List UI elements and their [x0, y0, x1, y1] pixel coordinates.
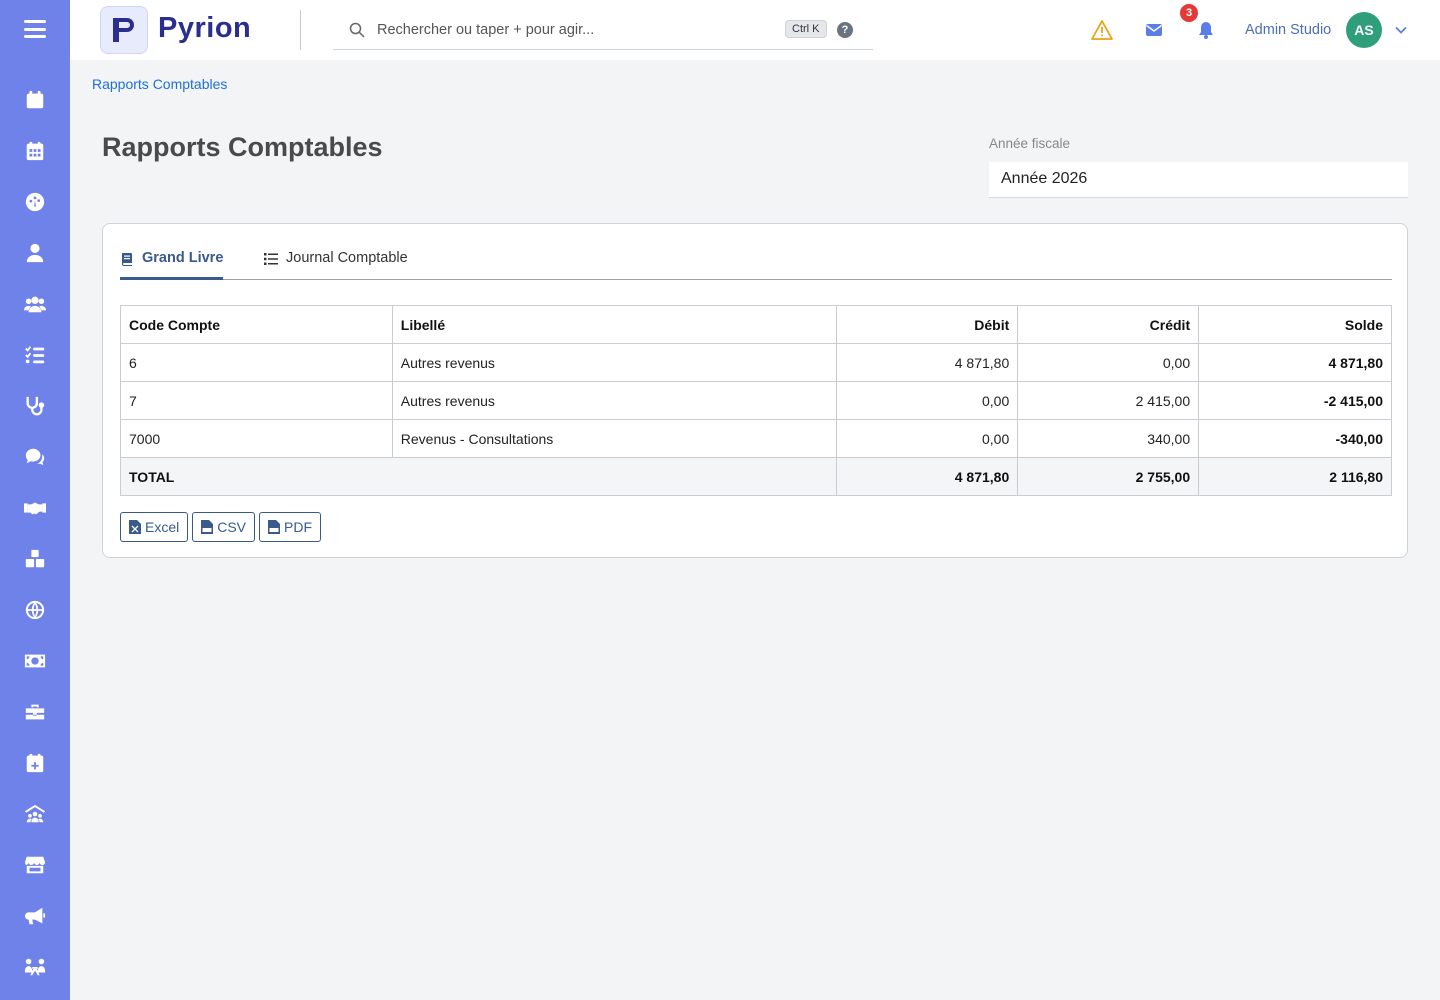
warning-icon[interactable]	[1091, 19, 1113, 41]
megaphone-icon[interactable]	[17, 898, 53, 934]
dashboard-gauge-icon[interactable]	[17, 184, 53, 220]
task-list-icon[interactable]	[17, 337, 53, 373]
table-header-row: Code Compte Libellé Débit Crédit Solde	[120, 305, 1392, 344]
cell-code: 7000	[120, 419, 393, 458]
file-excel-icon	[129, 520, 141, 534]
list-icon	[264, 253, 278, 265]
logo[interactable]	[100, 6, 148, 54]
export-excel-button[interactable]: Excel	[120, 512, 189, 542]
search-input[interactable]	[377, 18, 777, 42]
cell-label: Autres revenus	[391, 381, 838, 420]
handshake-icon[interactable]	[17, 490, 53, 526]
cell-code: 7	[120, 381, 393, 420]
cell-balance: -340,00	[1198, 419, 1392, 458]
report-tabs: Grand Livre Journal Comptable	[120, 240, 1392, 280]
table-row: 7 Autres revenus 0,00 2 415,00 -2 415,00	[120, 381, 1392, 420]
total-row: TOTAL 4 871,80 2 755,00 2 116,80	[119, 457, 1392, 496]
cell-credit: 0,00	[1017, 343, 1200, 382]
cell-balance: 4 871,80	[1198, 343, 1392, 382]
cell-debit: 0,00	[836, 419, 1019, 458]
search-bar: Ctrl K ?	[333, 10, 873, 50]
calendar-grid-icon[interactable]	[17, 133, 53, 169]
ledger-table: Code Compte Libellé Débit Crédit Solde 6…	[119, 305, 1392, 496]
total-balance: 2 116,80	[1198, 457, 1392, 496]
chevron-down-icon[interactable]	[1393, 22, 1409, 38]
breadcrumb[interactable]: Rapports Comptables	[92, 76, 228, 92]
fiscal-year-label: Année fiscale	[989, 136, 1071, 151]
logo-p-icon	[113, 18, 134, 42]
user-icon[interactable]	[17, 235, 53, 271]
bell-icon[interactable]	[1195, 19, 1217, 41]
briefcase-icon[interactable]	[17, 694, 53, 730]
avatar[interactable]: AS	[1346, 12, 1382, 48]
sidebar	[0, 0, 70, 1000]
total-label: TOTAL	[119, 457, 838, 496]
column-header-code[interactable]: Code Compte	[120, 305, 393, 344]
column-header-balance[interactable]: Solde	[1198, 305, 1392, 344]
cell-label: Autres revenus	[391, 343, 838, 382]
page-title: Rapports Comptables	[102, 132, 383, 162]
file-pdf-icon	[268, 520, 281, 534]
export-pdf-label: PDF	[284, 519, 313, 535]
chat-icon[interactable]	[17, 439, 53, 475]
cell-credit: 340,00	[1017, 419, 1200, 458]
alerts-count-badge: 3	[1180, 4, 1198, 22]
table-row: 6 Autres revenus 4 871,80 0,00 4 871,80	[120, 343, 1392, 382]
table-row: 7000 Revenus - Consultations 0,00 340,00…	[120, 419, 1392, 458]
users-icon[interactable]	[17, 286, 53, 322]
group-roof-icon[interactable]	[17, 796, 53, 832]
cell-balance: -2 415,00	[1198, 381, 1392, 420]
cell-label: Revenus - Consultations	[391, 419, 838, 458]
mail-icon[interactable]	[1143, 19, 1165, 41]
file-csv-icon	[201, 520, 214, 534]
help-icon[interactable]: ?	[837, 22, 853, 38]
store-icon[interactable]	[17, 847, 53, 883]
total-debit: 4 871,80	[836, 457, 1019, 496]
column-header-label[interactable]: Libellé	[391, 305, 838, 344]
tab-label: Grand Livre	[142, 250, 224, 266]
keyboard-shortcut-hint: Ctrl K	[785, 20, 827, 38]
export-excel-label: Excel	[145, 519, 180, 535]
stethoscope-icon[interactable]	[17, 388, 53, 424]
search-icon	[349, 22, 365, 38]
calendar-plus-icon[interactable]	[17, 745, 53, 781]
boxes-icon[interactable]	[17, 541, 53, 577]
header-divider	[300, 10, 301, 50]
user-name[interactable]: Admin Studio	[1245, 22, 1332, 38]
tab-journal-comptable[interactable]: Journal Comptable	[264, 250, 408, 280]
export-pdf-button[interactable]: PDF	[259, 512, 322, 542]
tab-grand-livre[interactable]: Grand Livre	[120, 250, 224, 280]
cell-debit: 4 871,80	[836, 343, 1019, 382]
export-buttons: Excel CSV PDF	[120, 512, 322, 542]
money-icon[interactable]	[17, 643, 53, 679]
globe-icon[interactable]	[17, 592, 53, 628]
book-icon	[122, 253, 132, 266]
column-header-credit[interactable]: Crédit	[1017, 305, 1200, 344]
people-network-icon[interactable]	[17, 949, 53, 985]
export-csv-label: CSV	[217, 519, 247, 535]
hamburger-icon[interactable]	[24, 20, 46, 38]
total-credit: 2 755,00	[1017, 457, 1200, 496]
export-csv-button[interactable]: CSV	[192, 512, 256, 542]
column-header-debit[interactable]: Débit	[836, 305, 1019, 344]
top-bar: Pyrion Ctrl K ? 3 Admin Studio AS	[70, 0, 1440, 60]
report-card: Grand Livre Journal Comptable Code Compt…	[102, 223, 1408, 558]
brand-name[interactable]: Pyrion	[158, 12, 252, 44]
calendar-icon[interactable]	[17, 82, 53, 118]
cell-credit: 2 415,00	[1017, 381, 1200, 420]
tab-label: Journal Comptable	[286, 250, 408, 266]
cell-debit: 0,00	[836, 381, 1019, 420]
fiscal-year-select[interactable]: Année 2026	[989, 162, 1408, 198]
cell-code: 6	[120, 343, 393, 382]
